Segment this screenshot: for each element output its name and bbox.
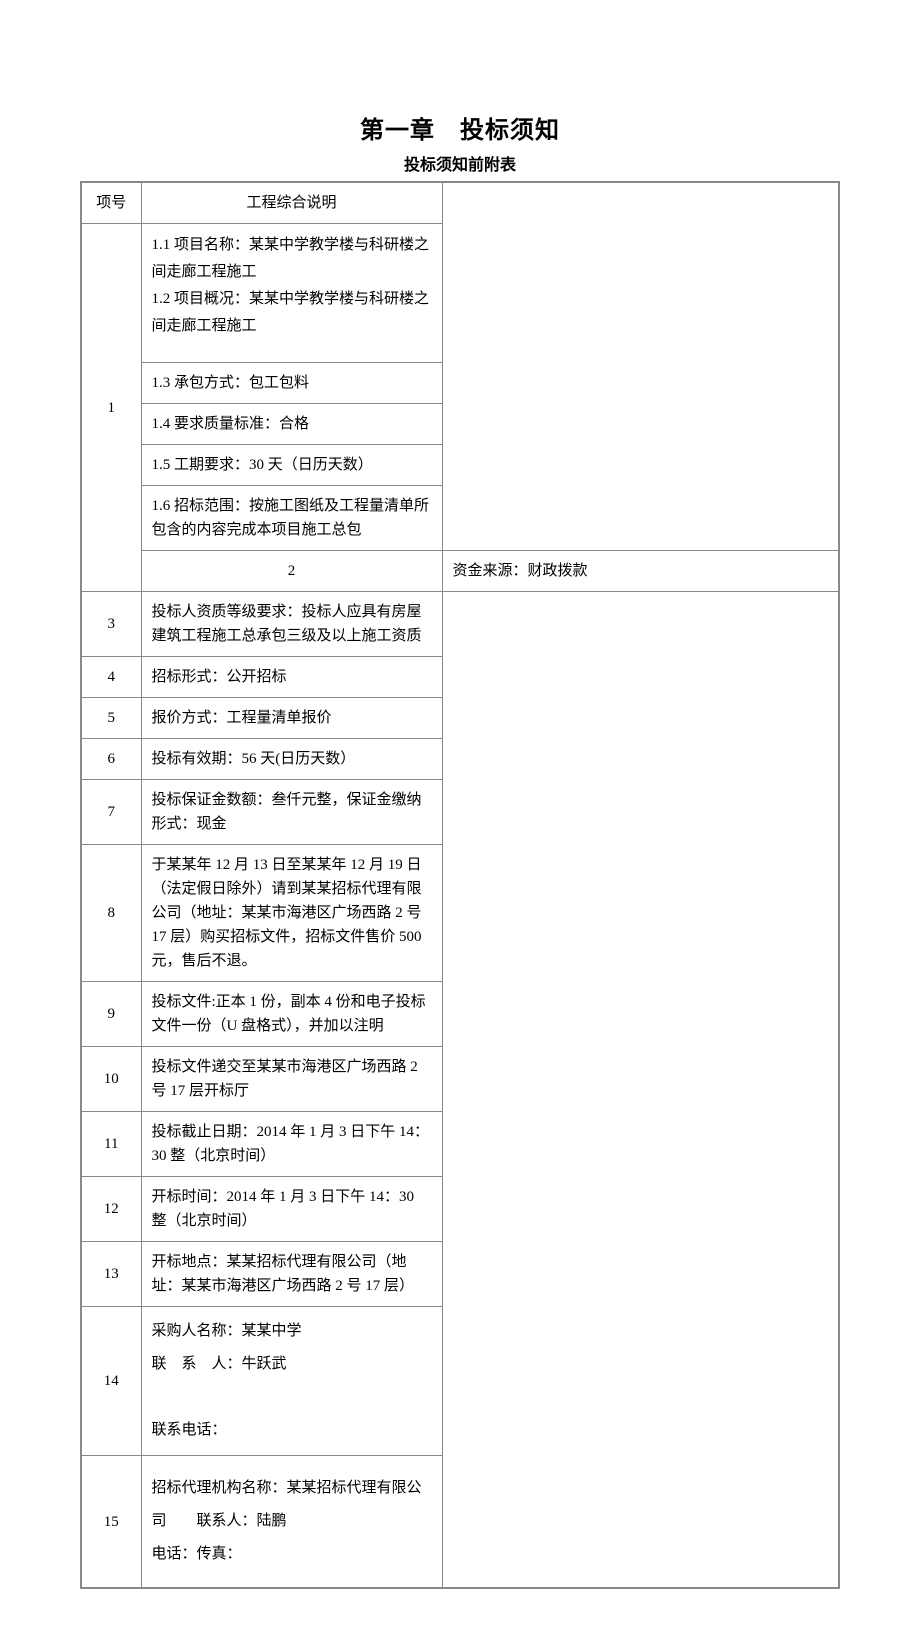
agency-contact: 联系人：陆鹏: [197, 1513, 287, 1529]
row-num: 10: [81, 1047, 141, 1112]
table-row: 6 投标有效期：56 天(日历天数）: [81, 739, 839, 780]
row-num: 15: [81, 1456, 141, 1589]
table-row: 5 报价方式：工程量清单报价: [81, 698, 839, 739]
funding-source: 资金来源：财政拨款: [442, 551, 839, 592]
table-row: 1 1.1 项目名称：某某中学教学楼与科研楼之间走廊工程施工 1.2 项目概况：…: [81, 224, 839, 363]
purchaser-name: 采购人名称：某某中学: [152, 1315, 432, 1348]
opening-time: 开标时间：2014 年 1 月 3 日下午 14：30 整（北京时间）: [141, 1177, 442, 1242]
opening-location: 开标地点：某某招标代理有限公司（地址：某某市海港区广场西路 2 号 17 层）: [141, 1242, 442, 1307]
table-row: 1.5 工期要求：30 天（日历天数）: [81, 445, 839, 486]
qualification-requirement: 投标人资质等级要求：投标人应具有房屋建筑工程施工总承包三级及以上施工资质: [141, 592, 442, 657]
table-row: 14 采购人名称：某某中学 联 系 人：牛跃武 联系电话：: [81, 1307, 839, 1456]
table-row: 13 开标地点：某某招标代理有限公司（地址：某某市海港区广场西路 2 号 17 …: [81, 1242, 839, 1307]
table-row: 1.3 承包方式：包工包料: [81, 363, 839, 404]
phone-label: 联系电话：: [152, 1422, 227, 1438]
bid-documents: 投标文件:正本 1 份，副本 4 份和电子投标文件一份（U 盘格式），并加以注明: [141, 982, 442, 1047]
header-col-num: 项号: [81, 182, 141, 224]
row-num: 14: [81, 1307, 141, 1456]
subtitle: 投标须知前附表: [80, 151, 840, 175]
table-row: 4 招标形式：公开招标: [81, 657, 839, 698]
row-num: 11: [81, 1112, 141, 1177]
row-num: 8: [81, 845, 141, 982]
bid-notice-table: 项号 工程综合说明 1 1.1 项目名称：某某中学教学楼与科研楼之间走廊工程施工…: [80, 181, 840, 1589]
table-row: 2 资金来源：财政拨款: [81, 551, 839, 592]
contact-label: 联 系 人：: [152, 1348, 242, 1381]
chapter-title: 第一章 投标须知: [80, 110, 840, 145]
bid-form: 招标形式：公开招标: [141, 657, 442, 698]
table-row: 10 投标文件递交至某某市海港区广场西路 2 号 17 层开标厅: [81, 1047, 839, 1112]
project-name: 1.1 项目名称：某某中学教学楼与科研楼之间走廊工程施工: [152, 232, 432, 286]
table-row: 11 投标截止日期：2014 年 1 月 3 日下午 14：30 整（北京时间）: [81, 1112, 839, 1177]
pricing-method: 报价方式：工程量清单报价: [141, 698, 442, 739]
bid-scope: 1.6 招标范围：按施工图纸及工程量清单所包含的内容完成本项目施工总包: [141, 486, 442, 551]
table-row: 1.6 招标范围：按施工图纸及工程量清单所包含的内容完成本项目施工总包: [81, 486, 839, 551]
agency-phone-fax: 电话：传真：: [152, 1538, 432, 1571]
row-content: 1.1 项目名称：某某中学教学楼与科研楼之间走廊工程施工 1.2 项目概况：某某…: [141, 224, 442, 363]
row-num: 1: [81, 224, 141, 592]
row-num: 9: [81, 982, 141, 1047]
purchaser-contact: 联 系 人：牛跃武 联系电话：: [152, 1348, 432, 1447]
table-row: 8 于某某年 12 月 13 日至某某年 12 月 19 日（法定假日除外）请到…: [81, 845, 839, 982]
contract-method: 1.3 承包方式：包工包料: [141, 363, 442, 404]
table-row: 3 投标人资质等级要求：投标人应具有房屋建筑工程施工总承包三级及以上施工资质: [81, 592, 839, 657]
project-overview: 1.2 项目概况：某某中学教学楼与科研楼之间走廊工程施工: [152, 286, 432, 340]
table-row: 9 投标文件:正本 1 份，副本 4 份和电子投标文件一份（U 盘格式），并加以…: [81, 982, 839, 1047]
submission-address: 投标文件递交至某某市海港区广场西路 2 号 17 层开标厅: [141, 1047, 442, 1112]
row-num: 3: [81, 592, 141, 657]
agency-info: 招标代理机构名称：某某招标代理有限公司 联系人：陆鹏 电话：传真：: [141, 1456, 442, 1589]
table-row: 15 招标代理机构名称：某某招标代理有限公司 联系人：陆鹏 电话：传真：: [81, 1456, 839, 1589]
table-header-row: 项号 工程综合说明: [81, 182, 839, 224]
table-row: 7 投标保证金数额：叁仟元整，保证金缴纳形式：现金: [81, 780, 839, 845]
row-num: 2: [141, 551, 442, 592]
row-num: 13: [81, 1242, 141, 1307]
bid-validity: 投标有效期：56 天(日历天数）: [141, 739, 442, 780]
table-row: 12 开标时间：2014 年 1 月 3 日下午 14：30 整（北京时间）: [81, 1177, 839, 1242]
purchaser-info: 采购人名称：某某中学 联 系 人：牛跃武 联系电话：: [141, 1307, 442, 1456]
row-num: 12: [81, 1177, 141, 1242]
row-num: 4: [81, 657, 141, 698]
bid-deadline: 投标截止日期：2014 年 1 月 3 日下午 14：30 整（北京时间）: [141, 1112, 442, 1177]
contact-name: 牛跃武: [242, 1356, 287, 1372]
purchase-info: 于某某年 12 月 13 日至某某年 12 月 19 日（法定假日除外）请到某某…: [141, 845, 442, 982]
row-num: 5: [81, 698, 141, 739]
quality-standard: 1.4 要求质量标准：合格: [141, 404, 442, 445]
table-row: 1.4 要求质量标准：合格: [81, 404, 839, 445]
header-col-desc: 工程综合说明: [141, 182, 442, 224]
duration-requirement: 1.5 工期要求：30 天（日历天数）: [141, 445, 442, 486]
row-num: 6: [81, 739, 141, 780]
row-num: 7: [81, 780, 141, 845]
agency-name-contact: 招标代理机构名称：某某招标代理有限公司 联系人：陆鹏: [152, 1472, 432, 1538]
deposit-amount: 投标保证金数额：叁仟元整，保证金缴纳形式：现金: [141, 780, 442, 845]
